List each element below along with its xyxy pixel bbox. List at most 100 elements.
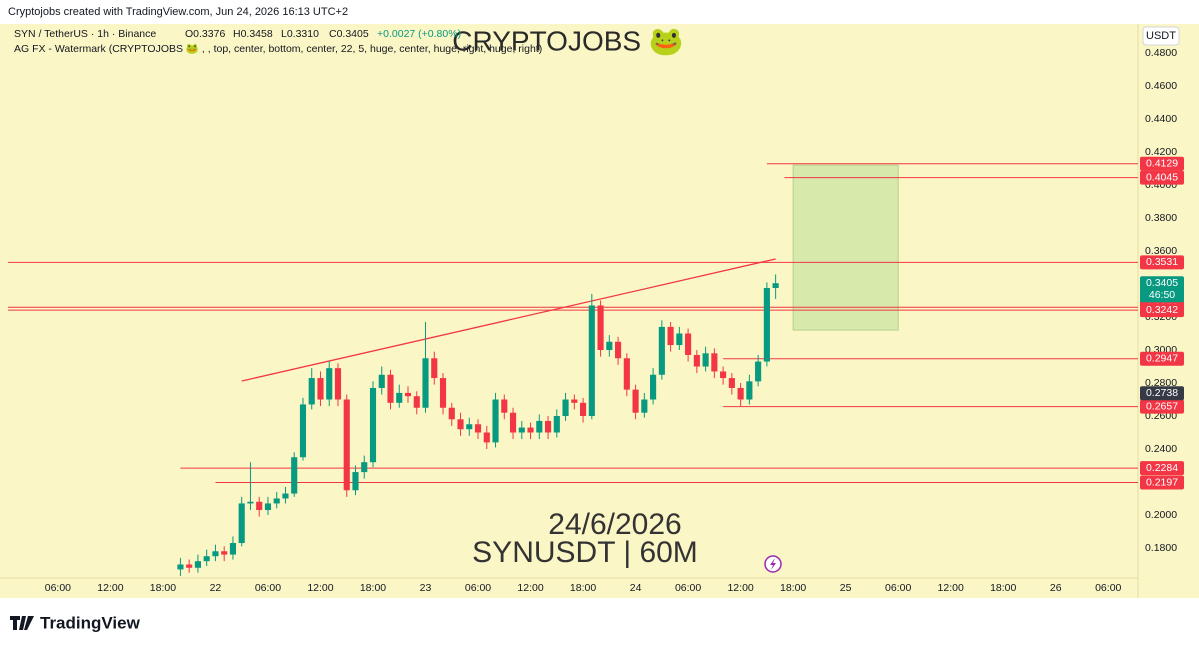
x-tick-label: 12:00 <box>307 582 333 594</box>
price-tag: 0.4045 <box>1146 171 1178 183</box>
ohlc-value: H0.3458 <box>233 28 273 40</box>
symbol: SYN / TetherUS · 1h · Binance <box>14 28 156 40</box>
header: Cryptojobs created with TradingView.com,… <box>8 6 348 18</box>
price-tag-bg <box>1140 303 1184 318</box>
candle-body <box>308 378 315 405</box>
y-tick-label: 0.2000 <box>1145 509 1177 521</box>
last-price: 0.3405 <box>1146 277 1178 289</box>
x-tick-label: 06:00 <box>675 582 701 594</box>
price-tag-bg <box>1140 255 1184 270</box>
candle-body <box>361 462 368 473</box>
x-tick-label: 12:00 <box>938 582 964 594</box>
candle-body <box>352 472 359 491</box>
y-tick-label: 0.3600 <box>1145 245 1177 257</box>
candle-body <box>404 392 412 397</box>
candle-body <box>606 341 613 351</box>
x-tick-label: 06:00 <box>255 582 281 594</box>
currency[interactable]: USDT <box>1146 30 1176 42</box>
candle-body <box>483 432 490 443</box>
candle-body <box>580 402 587 417</box>
x-tick-label: 24 <box>630 582 642 594</box>
candle-body <box>544 420 552 433</box>
x-tick-label: 22 <box>210 582 222 594</box>
candle-body <box>334 368 342 400</box>
candle-body <box>553 416 560 433</box>
candle-body <box>247 501 254 504</box>
countdown: 46:50 <box>1149 289 1175 301</box>
watermark: CRYPTOJOBS 🐸 <box>452 25 683 56</box>
y-tick-label: 0.4200 <box>1145 146 1177 158</box>
candle-body <box>492 399 499 443</box>
candle-body <box>711 353 718 372</box>
candle-body <box>755 361 762 382</box>
x-tick-label: 06:00 <box>465 582 491 594</box>
candle-body <box>623 358 630 390</box>
candle-body <box>256 501 263 511</box>
x-tick-label: 06:00 <box>1095 582 1121 594</box>
candle-body <box>667 326 674 346</box>
candle-body <box>282 493 289 499</box>
candle-body <box>326 368 333 400</box>
candle-body <box>571 399 578 403</box>
candle-body <box>562 399 569 417</box>
candle-body <box>676 333 683 346</box>
candle-body <box>238 503 245 544</box>
candle-body <box>588 305 595 417</box>
candle-body <box>720 371 727 379</box>
candle-body <box>378 374 385 388</box>
y-tick-label: 0.4600 <box>1145 80 1177 92</box>
header-bar <box>0 0 1199 24</box>
candle-body <box>439 378 447 408</box>
last-price-bg <box>1140 276 1184 303</box>
y-tick-label: 0.2400 <box>1145 443 1177 455</box>
y-tick-label: 0.1800 <box>1145 542 1177 554</box>
target-box <box>792 164 899 331</box>
price-tag-bg <box>1140 399 1184 414</box>
candle-body <box>763 287 770 362</box>
x-tick-label: 12:00 <box>517 582 543 594</box>
candle-body <box>203 556 210 562</box>
annotation: SYNUSDT | 60M <box>472 536 698 569</box>
price-tag-bg <box>1140 475 1184 490</box>
candle-body <box>186 564 193 568</box>
y-tick-label: 0.3800 <box>1145 212 1177 224</box>
logo: TradingView <box>10 613 141 632</box>
candle-body <box>466 424 473 430</box>
logo-mark <box>10 616 34 630</box>
ohlc-value: C0.3405 <box>329 28 369 40</box>
candle-body <box>212 551 219 557</box>
candle-body <box>685 333 692 355</box>
currency-box[interactable] <box>1142 26 1180 46</box>
marker-price-tag: 0.2738 <box>1146 387 1178 399</box>
candle-body <box>772 283 779 288</box>
x-tick-label: 06:00 <box>885 582 911 594</box>
x-tick-label: 18:00 <box>570 582 596 594</box>
candle-body <box>632 389 639 413</box>
y-tick-label: 0.2800 <box>1145 377 1177 389</box>
candle-body <box>369 387 377 463</box>
y-tick-label: 0.4800 <box>1145 47 1177 59</box>
candle-body <box>422 358 429 408</box>
y-tick-label: 0.4400 <box>1145 113 1177 125</box>
candle-body <box>317 378 324 400</box>
candle-body <box>658 326 665 375</box>
price-tag: 0.4129 <box>1146 158 1178 170</box>
price-tag-bg <box>1140 351 1184 366</box>
candle-body <box>177 564 184 570</box>
candle-body <box>746 381 753 400</box>
candle-body <box>527 427 534 433</box>
x-tick-label: 18:00 <box>360 582 386 594</box>
x-tick-label: 18:00 <box>780 582 806 594</box>
x-tick-label: 26 <box>1050 582 1062 594</box>
candle-body <box>291 457 298 494</box>
candle-body <box>299 404 307 458</box>
x-tick-label: 12:00 <box>97 582 123 594</box>
price-tag: 0.3242 <box>1146 304 1178 316</box>
price-tag: 0.3531 <box>1146 256 1178 268</box>
candle-body <box>737 387 744 400</box>
ohlc-value: +0.0027 (+0.80%) <box>377 28 461 40</box>
annotation: 24/6/2026 <box>548 508 681 541</box>
candle-body <box>693 354 700 367</box>
candle-body <box>194 561 202 568</box>
